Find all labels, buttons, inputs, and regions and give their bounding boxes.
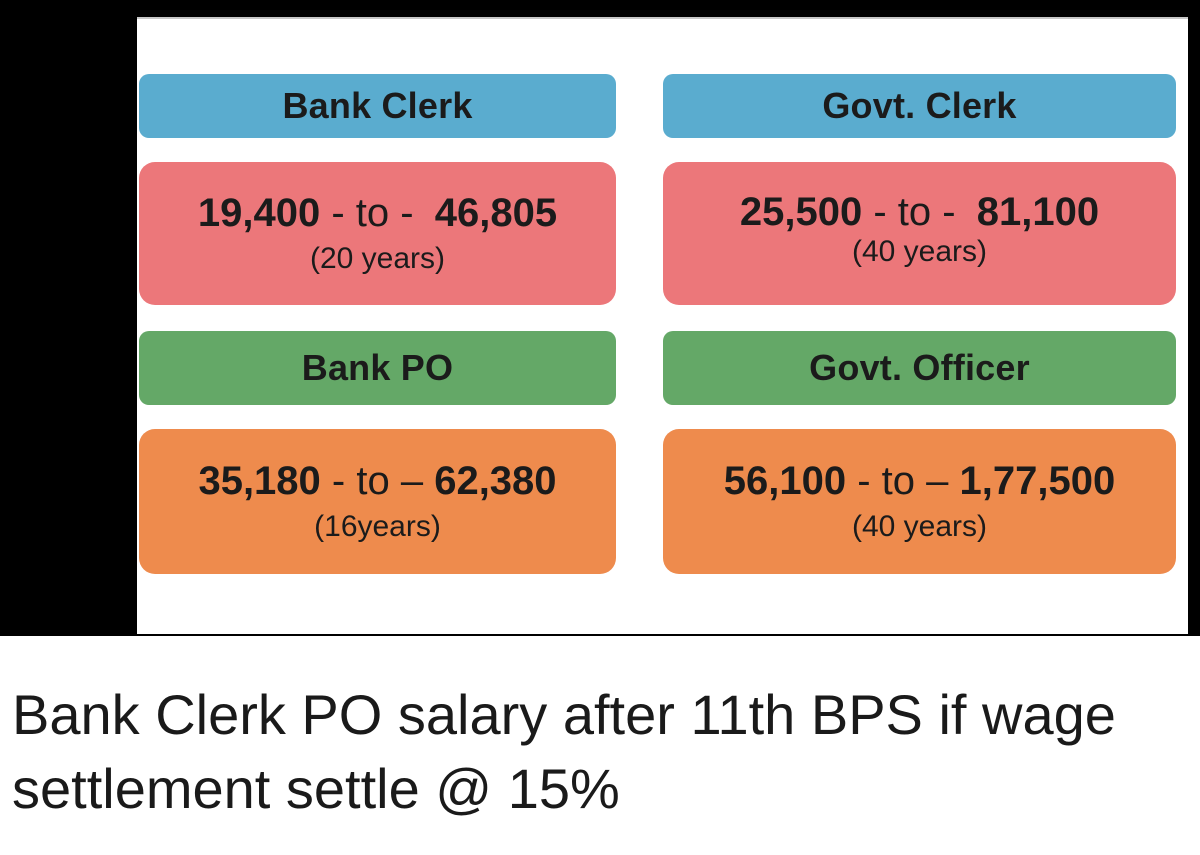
govt-officer-years: (40 years) bbox=[851, 509, 988, 543]
bank-po-salary-box: 35,180 - to – 62,380 (16years) bbox=[139, 429, 616, 574]
govt-clerk-salary-box: 25,500 - to - 81,100 (40 years) bbox=[663, 162, 1176, 305]
bank-clerk-sep: - to - bbox=[331, 190, 414, 235]
govt-clerk-sep: - to - bbox=[873, 189, 956, 234]
bank-po-range: 35,180 - to – 62,380 bbox=[198, 459, 556, 503]
bank-clerk-title: Bank Clerk bbox=[282, 85, 473, 126]
govt-officer-header: Govt. Officer bbox=[663, 331, 1176, 405]
govt-clerk-title: Govt. Clerk bbox=[822, 85, 1017, 126]
govt-officer-from: 56,100 bbox=[723, 458, 847, 503]
bank-clerk-from: 19,400 bbox=[197, 190, 321, 235]
bank-clerk-salary-box: 19,400 - to - 46,805 (20 years) bbox=[139, 162, 616, 305]
govt-clerk-header: Govt. Clerk bbox=[663, 74, 1176, 138]
bank-po-from: 35,180 bbox=[198, 458, 321, 503]
bank-po-years: (16years) bbox=[314, 509, 441, 543]
video-frame: Bank Clerk 19,400 - to - 46,805 (20 year… bbox=[0, 0, 1200, 636]
govt-officer-to: 1,77,500 bbox=[959, 458, 1116, 503]
salary-slide: Bank Clerk 19,400 - to - 46,805 (20 year… bbox=[137, 17, 1188, 634]
govt-clerk-range: 25,500 - to - 81,100 bbox=[740, 190, 1099, 234]
govt-officer-sep: - to – bbox=[857, 458, 949, 503]
caption-text: Bank Clerk PO salary after 11th BPS if w… bbox=[12, 683, 1116, 820]
govt-officer-salary-box: 56,100 - to – 1,77,500 (40 years) bbox=[663, 429, 1176, 574]
govt-clerk-to: 81,100 bbox=[976, 189, 1100, 234]
bank-clerk-years: (20 years) bbox=[309, 241, 446, 275]
bank-po-sep: - to – bbox=[331, 458, 424, 503]
govt-officer-range: 56,100 - to – 1,77,500 bbox=[724, 459, 1115, 503]
bank-clerk-header: Bank Clerk bbox=[139, 74, 616, 138]
govt-officer-title: Govt. Officer bbox=[809, 347, 1030, 388]
govt-clerk-from: 25,500 bbox=[739, 189, 863, 234]
bank-clerk-to: 46,805 bbox=[434, 190, 558, 235]
bank-po-to: 62,380 bbox=[434, 458, 557, 503]
bank-clerk-range: 19,400 - to - 46,805 bbox=[198, 191, 557, 235]
bank-po-title: Bank PO bbox=[301, 347, 454, 388]
govt-clerk-years: (40 years) bbox=[851, 234, 988, 268]
bank-po-header: Bank PO bbox=[139, 331, 616, 405]
